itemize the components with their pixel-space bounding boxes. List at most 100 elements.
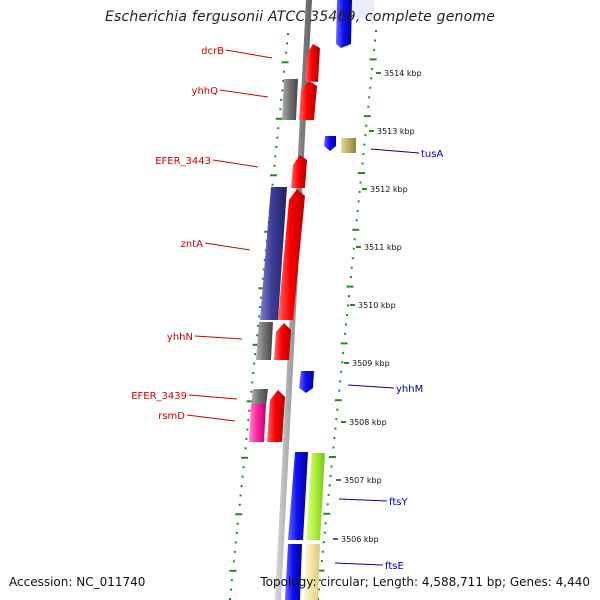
ring-right-dot xyxy=(327,493,330,496)
ring-left-dot xyxy=(244,447,247,450)
ring-left-dot xyxy=(242,466,245,469)
ring-right-dot xyxy=(317,569,325,572)
ring-right-dot xyxy=(347,295,350,298)
ring-right-dot xyxy=(322,541,325,544)
outer-ring-right xyxy=(317,30,377,600)
ring-right-dot xyxy=(340,370,343,373)
ring-left-dot xyxy=(232,560,235,563)
ring-right-dot xyxy=(335,418,338,421)
leader-line xyxy=(370,148,420,154)
ring-left-dot xyxy=(251,381,254,384)
leader-line xyxy=(334,562,384,566)
ring-left-dot xyxy=(235,532,238,535)
gene-rsmD-cds xyxy=(267,390,285,442)
ring-right-dot xyxy=(373,48,376,51)
tick-mark xyxy=(369,130,374,132)
gene-label-EFER_3443: EFER_3443 xyxy=(155,156,211,167)
ring-left-dot xyxy=(287,33,289,35)
outer-ring-left xyxy=(229,33,289,600)
gene-label-yhhN: yhhN xyxy=(167,332,193,343)
tick-label: 3506 kbp xyxy=(341,535,379,544)
ring-right-dot xyxy=(336,408,339,411)
gene-rsmD-gene xyxy=(249,404,266,442)
ring-left-dot xyxy=(259,296,262,299)
ring-right-dot xyxy=(328,484,331,487)
ring-right-dot xyxy=(346,314,348,316)
gene-label-EFER_3439: EFER_3439 xyxy=(131,391,187,402)
ring-right-dot xyxy=(332,446,335,449)
tick-label: 3508 kbp xyxy=(349,418,387,427)
ring-right-dot xyxy=(368,96,371,99)
ring-left-dot xyxy=(234,541,237,544)
ring-right-dot xyxy=(355,219,358,222)
ring-left-dot xyxy=(235,513,243,516)
gene-labels-right: tusA yhhM ftsY ftsE xyxy=(334,148,443,572)
ring-right-dot xyxy=(371,67,374,70)
ring-left-dot xyxy=(252,343,260,346)
ring-left-dot xyxy=(286,42,288,45)
ring-left-dot xyxy=(252,372,255,374)
ring-right-dot xyxy=(364,134,367,137)
ring-right-dot xyxy=(320,560,323,563)
tick-mark xyxy=(341,421,346,423)
ring-left-dot xyxy=(248,409,251,412)
ring-left-dot xyxy=(246,428,249,431)
gene-label-dcrB: dcrB xyxy=(201,46,224,57)
gene-label-zntA: zntA xyxy=(181,239,204,250)
ring-left-dot xyxy=(238,503,241,506)
leader-line xyxy=(186,414,236,422)
ring-right-dot xyxy=(358,190,361,193)
ring-right-dot xyxy=(357,200,360,203)
ring-left-dot xyxy=(273,164,276,167)
ring-right-dot xyxy=(359,181,362,184)
ring-right-dot xyxy=(361,162,364,165)
ring-right-dot xyxy=(323,531,326,534)
ring-right-dot xyxy=(329,456,336,458)
ring-left-dot xyxy=(254,353,257,356)
ring-right-dot xyxy=(374,39,376,42)
gene-labels-left: dcrB yhhQ EFER_3443 zntA yhhN EFER_3439 rsmD xyxy=(131,46,273,422)
gene-EFER_3443-cds xyxy=(291,155,307,188)
ring-left-dot xyxy=(247,419,250,422)
ring-right-dot xyxy=(352,228,360,231)
gene-EFER_3439-gene xyxy=(251,389,268,406)
gene-ftsE-gene xyxy=(304,544,320,600)
ring-right-dot xyxy=(351,257,354,260)
gene-zntA-cds xyxy=(278,189,305,320)
ring-right-dot xyxy=(347,304,349,307)
gene-label-yhhQ: yhhQ xyxy=(192,86,219,97)
tick-mark xyxy=(356,246,361,248)
gene-label-tusA: tusA xyxy=(421,149,443,160)
ring-left-dot xyxy=(280,98,283,101)
ring-left-dot xyxy=(239,494,242,497)
gene-ftsY-gene xyxy=(306,453,325,540)
ring-right-dot xyxy=(339,380,342,383)
tick-label: 3512 kbp xyxy=(370,185,408,194)
ring-right-dot xyxy=(375,30,377,32)
ring-left-dot xyxy=(261,277,264,280)
ring-right-dot xyxy=(350,266,353,269)
ring-left-dot xyxy=(262,268,265,271)
ring-left-dot xyxy=(241,475,244,478)
gene-tusA-cds xyxy=(324,136,336,151)
kbp-ticks: 3514 kbp 3513 kbp 3512 kbp 3511 kbp 3510 kbp… xyxy=(333,69,422,544)
ring-right-dot xyxy=(318,579,321,582)
ring-right-dot xyxy=(363,143,366,146)
ring-left-dot xyxy=(282,80,285,83)
ring-left-dot xyxy=(256,334,259,337)
ring-left-dot xyxy=(270,174,277,177)
ring-left-dot xyxy=(275,117,283,120)
gene-yhhQ-gene xyxy=(282,79,298,120)
ring-left-dot xyxy=(233,550,236,553)
ring-left-dot xyxy=(240,485,243,487)
gene-label-ftsY: ftsY xyxy=(389,497,408,508)
ring-left-dot xyxy=(283,70,286,73)
tick-mark xyxy=(350,304,355,306)
ring-right-dot xyxy=(369,58,377,61)
ring-right-dot xyxy=(324,522,327,525)
ring-right-dot xyxy=(321,550,324,553)
leader-line xyxy=(219,89,269,98)
ring-left-dot xyxy=(229,598,231,600)
tick-mark xyxy=(333,538,338,540)
